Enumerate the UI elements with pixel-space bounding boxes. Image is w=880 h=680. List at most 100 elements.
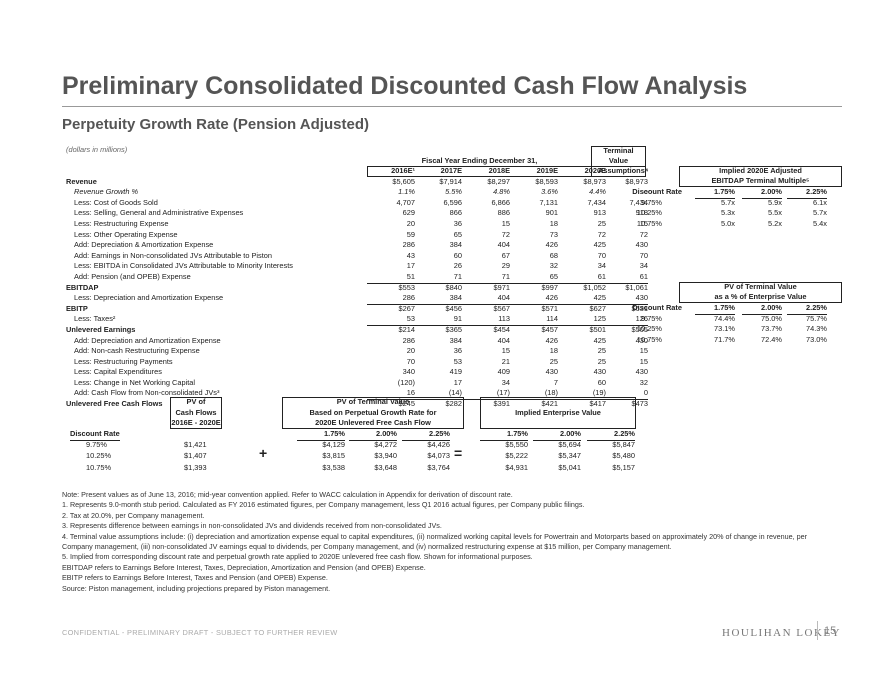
row-value: $267 — [398, 303, 415, 313]
pv-cash-flow: $1,407 — [184, 451, 207, 461]
row-value: 3.6% — [541, 187, 558, 197]
table-row: Less: Capital Expenditures 340 419 409 430 43… — [62, 367, 648, 378]
row-value: 20 — [406, 346, 415, 356]
row-value: 67 — [501, 250, 510, 260]
table-row: Less: EBITDA in Consolidated JVs Attribu… — [62, 261, 648, 272]
row-label: Less: Restructuring Expense — [74, 218, 169, 228]
row-value: 409 — [497, 367, 510, 377]
discount-rate: 10.75% — [636, 334, 662, 344]
row-value: 404 — [497, 240, 510, 250]
row-value: 419 — [449, 367, 462, 377]
row-value: 901 — [545, 208, 558, 218]
row-value: 404 — [462, 293, 510, 305]
row-value: 21 — [501, 356, 510, 366]
row-value: 70 — [639, 250, 648, 260]
ebitdap_table-rate-header: Discount Rate — [632, 187, 682, 196]
sensitivity-value: 5.7x — [813, 208, 827, 218]
footnote: 5. Implied from corresponding discount r… — [62, 552, 533, 562]
row-value: 6,866 — [491, 197, 511, 207]
row-value: $501 — [589, 324, 606, 334]
sensitivity-value: 71.7% — [714, 334, 735, 344]
row-label: Less: Taxes² — [74, 314, 116, 324]
tv-growth-header: 2.25% — [402, 429, 450, 441]
sensitivity-value: 6.1x — [813, 197, 827, 207]
ev-discount-rate: 10.75% — [86, 462, 112, 472]
growth-rate-header: 1.75% — [695, 187, 735, 199]
table-row: Less: Restructuring Expense 20 36 15 18 25 15 — [62, 218, 648, 230]
row-value: 404 — [497, 335, 510, 345]
table-row: Add: Depreciation & Amortization Expense… — [62, 240, 648, 251]
page-number: 15 — [824, 625, 837, 637]
discount-rate: 9.75% — [641, 197, 662, 207]
page-title: Preliminary Consolidated Discounted Cash… — [62, 72, 748, 100]
row-value: 73 — [549, 229, 558, 239]
row-label: Less: Selling, General and Administrativ… — [74, 208, 244, 218]
row-value: 5.5% — [445, 187, 462, 197]
pv-terminal-value: $3,940 — [374, 451, 397, 461]
row-label: Less: Depreciation and Amortization Expe… — [74, 293, 224, 303]
row-value: $8,973 — [625, 176, 648, 186]
row-label: Unlevered Free Cash Flows — [66, 399, 163, 409]
row-value: 430 — [593, 367, 606, 377]
implied-ev: $5,041 — [558, 462, 581, 472]
pv-tv-title-2: as a % of Enterprise Value — [714, 292, 807, 301]
implied-ev: $5,480 — [612, 451, 635, 461]
row-value: 25 — [597, 346, 606, 356]
row-value: (19) — [558, 388, 606, 401]
row-value: 286 — [402, 335, 415, 345]
table-row: Add: Depreciation and Amortization Expen… — [62, 335, 648, 347]
row-value: 43 — [406, 250, 415, 260]
row-value: $571 — [541, 303, 558, 313]
pv-terminal-value: $3,648 — [374, 462, 397, 472]
ebitdap-title-box — [679, 166, 842, 187]
implied-ev: $5,694 — [558, 439, 581, 449]
sensitivity-value: 73.1% — [714, 324, 735, 334]
row-value: 1.1% — [398, 187, 415, 197]
row-value: 15 — [639, 346, 648, 356]
table-row: Add: Cash Flow from Non-consolidated JVs… — [62, 388, 648, 401]
column-header: 2016E¹ — [391, 166, 415, 175]
table-row: Less: Change in Net Working Capital (120)… — [62, 377, 648, 389]
row-value: 426 — [510, 293, 558, 305]
row-value: 65 — [510, 272, 558, 284]
ev-row: 10.25% $1,407 $3,815 $3,940 $4,073 $5,222 $5,3… — [62, 451, 637, 463]
row-label: EBITDAP — [66, 282, 99, 292]
row-value: $840 — [445, 282, 462, 292]
pv-cf-header-2: Cash Flows — [175, 407, 217, 417]
pv-tv-title-1: PV of Terminal Value — [724, 282, 797, 291]
row-value: 61 — [558, 272, 606, 284]
pv-terminal-value: $3,538 — [322, 462, 345, 472]
sensitivity-value: 5.0x — [721, 218, 735, 228]
footnote: 2. Tax at 20.0%, per Company management. — [62, 510, 205, 520]
sensitivity-value: 5.4x — [813, 218, 827, 228]
row-value: 18 — [549, 218, 558, 228]
row-value: 425 — [558, 293, 606, 305]
row-value: $505 — [631, 324, 648, 334]
row-value: 113 — [462, 314, 510, 326]
pv-terminal-value: $4,129 — [322, 439, 345, 449]
row-value: 430 — [635, 335, 648, 345]
row-value: $421 — [541, 399, 558, 409]
row-value: 426 — [545, 335, 558, 345]
row-value: 65 — [453, 229, 462, 239]
row-value: 126 — [598, 314, 648, 326]
column-headers: 2016E¹ 2017E 2018E 2019E 2020E Assumptions⁴ — [62, 166, 648, 177]
tv-header-1: Terminal — [603, 146, 634, 155]
row-value: $997 — [541, 282, 558, 292]
pv-tv-header-3: 2020E Unlevered Free Cash Flow — [315, 418, 431, 428]
row-value: 4,707 — [396, 197, 416, 207]
row-value: 17 — [453, 377, 462, 387]
table-row: Add: Earnings in Non-consolidated JVs At… — [62, 250, 648, 262]
pv-terminal-value: $4,272 — [374, 439, 397, 449]
row-value: 426 — [545, 240, 558, 250]
row-value: 913 — [593, 208, 606, 218]
row-label: Unlevered Earnings — [66, 324, 136, 334]
sensitivity-value: 75.7% — [806, 313, 827, 323]
footnote: 1. Represents 9.0-month stub period. Cal… — [62, 500, 585, 510]
page-subtitle: Perpetuity Growth Rate (Pension Adjusted… — [62, 116, 369, 133]
table-row: Revenue $5,605 $7,914 $8,297 $8,593 $8,973 $8,… — [62, 177, 648, 188]
table-row: Add: Non-cash Restructuring Expense 20 36 1… — [62, 346, 648, 357]
sensitivity-value: 5.3x — [721, 208, 735, 218]
tv-growth-header: 2.00% — [349, 429, 397, 441]
footnote: Note: Present values as of June 13, 2016… — [62, 490, 513, 499]
